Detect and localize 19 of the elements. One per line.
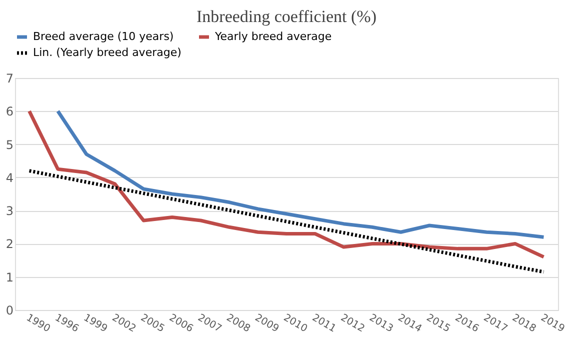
y-tick-label: 5 — [6, 138, 14, 152]
line-series — [28, 169, 546, 274]
legend-label: Breed average (10 years) — [33, 30, 174, 43]
y-tick-label: 4 — [6, 170, 14, 185]
line-series — [56, 109, 546, 239]
y-tick-label: 6 — [6, 104, 14, 119]
chart-title: Inbreeding coefficient (%) — [196, 7, 376, 26]
y-tick-label: 1 — [6, 270, 14, 284]
line-series — [28, 109, 546, 259]
y-tick-label: 0 — [6, 304, 14, 318]
x-tick-label: 2007 — [196, 312, 224, 335]
x-tick-label: 2017 — [482, 312, 510, 335]
legend-label: Yearly breed average — [214, 30, 332, 43]
y-tick-label: 2 — [6, 237, 14, 252]
y-tick-label: 7 — [6, 72, 14, 86]
x-tick-label: 1990 — [24, 312, 52, 335]
legend-label: Lin. (Yearly breed average) — [33, 46, 182, 59]
y-tick-label: 3 — [6, 204, 14, 218]
x-tick-label: 1999 — [81, 312, 109, 335]
